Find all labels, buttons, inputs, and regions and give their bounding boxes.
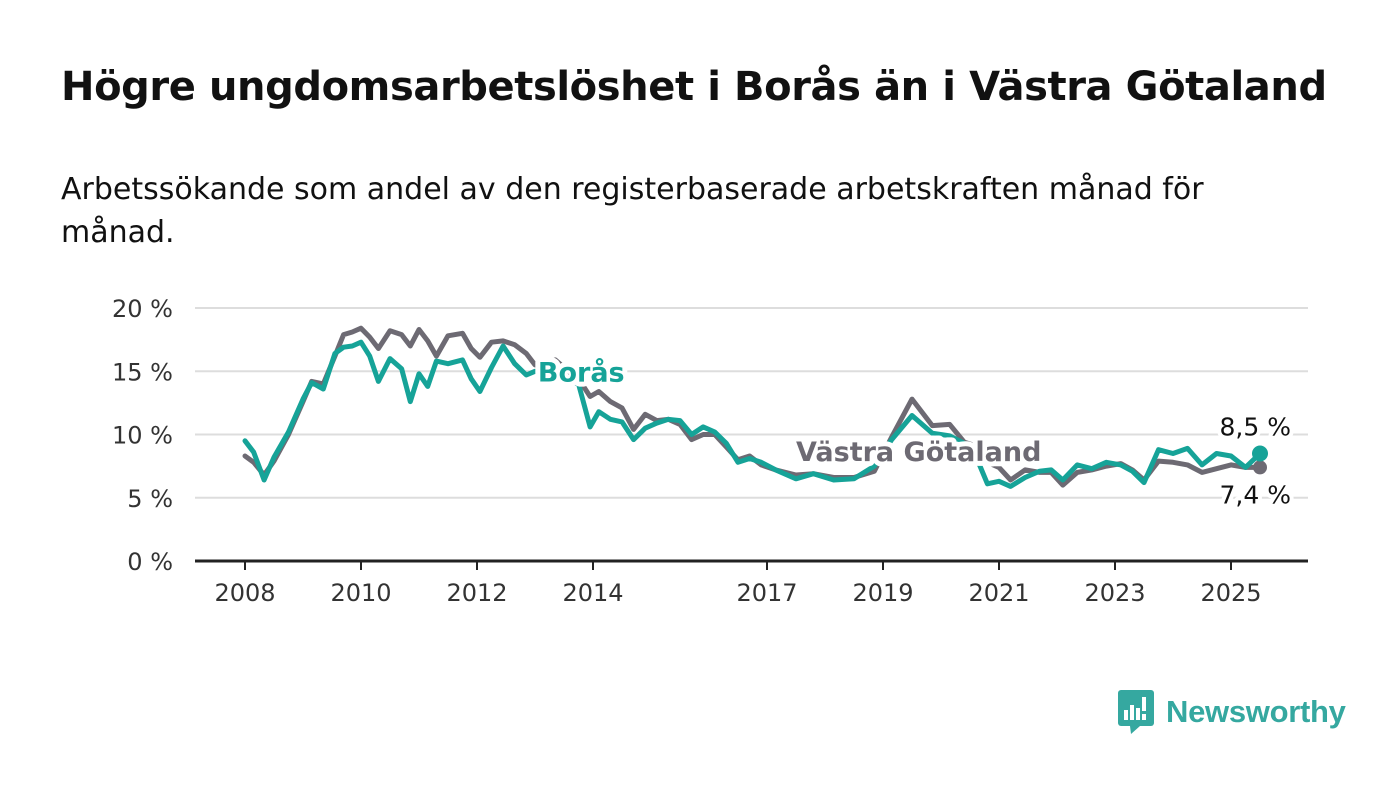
series-label: Borås	[538, 356, 625, 388]
x-tick-label: 2017	[736, 579, 797, 607]
series-label-halo: Västra Götaland	[796, 437, 1041, 468]
newsworthy-logo[interactable]: Newsworthy	[1118, 690, 1346, 734]
x-tick-label: 2012	[446, 579, 507, 607]
newsworthy-logo-text: Newsworthy	[1166, 694, 1346, 729]
y-tick-label: 0 %	[127, 548, 173, 576]
newsworthy-logo-icon	[1118, 690, 1154, 734]
y-tick-label: 5 %	[127, 485, 173, 513]
series-label: Västra Götaland	[796, 437, 1041, 468]
y-tick-label: 20 %	[112, 295, 173, 323]
x-tick-label: 2025	[1200, 579, 1261, 607]
series-end-dot	[1252, 445, 1268, 462]
series-line-boras	[242, 339, 1263, 489]
series-end-dot	[1253, 460, 1267, 475]
end-value-halo: 8,5 %	[1220, 412, 1291, 441]
end-value-label: 7,4 %	[1220, 480, 1291, 509]
y-tick-label: 15 %	[112, 358, 173, 386]
x-tick-label: 2014	[562, 579, 623, 607]
chart-subtitle: Arbetssökande som andel av den registerb…	[61, 172, 1204, 250]
x-tick-label: 2023	[1084, 579, 1145, 607]
x-tick-label: 2010	[330, 579, 391, 607]
y-tick-label: 10 %	[112, 422, 173, 450]
x-tick-label: 2008	[214, 579, 275, 607]
end-value-halo: 7,4 %	[1220, 480, 1291, 509]
chart-title: Högre ungdomsarbetslöshet i Borås än i V…	[61, 64, 1327, 110]
x-axis-ticks: 2008 2010 2012 2014 2017 2019 2021 2023 2025	[195, 559, 1308, 607]
grid-lines	[195, 307, 1308, 499]
y-axis-ticks: 0 % 5 % 10 % 15 % 20 %	[112, 295, 173, 576]
series-lines	[242, 325, 1268, 489]
x-tick-label: 2021	[968, 579, 1029, 607]
end-value-label: 8,5 %	[1220, 412, 1291, 441]
series-label-halo: Borås	[538, 356, 625, 388]
x-tick-label: 2019	[852, 579, 913, 607]
